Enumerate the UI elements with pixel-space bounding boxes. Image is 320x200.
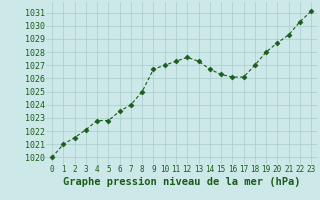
X-axis label: Graphe pression niveau de la mer (hPa): Graphe pression niveau de la mer (hPa) [63,177,300,187]
